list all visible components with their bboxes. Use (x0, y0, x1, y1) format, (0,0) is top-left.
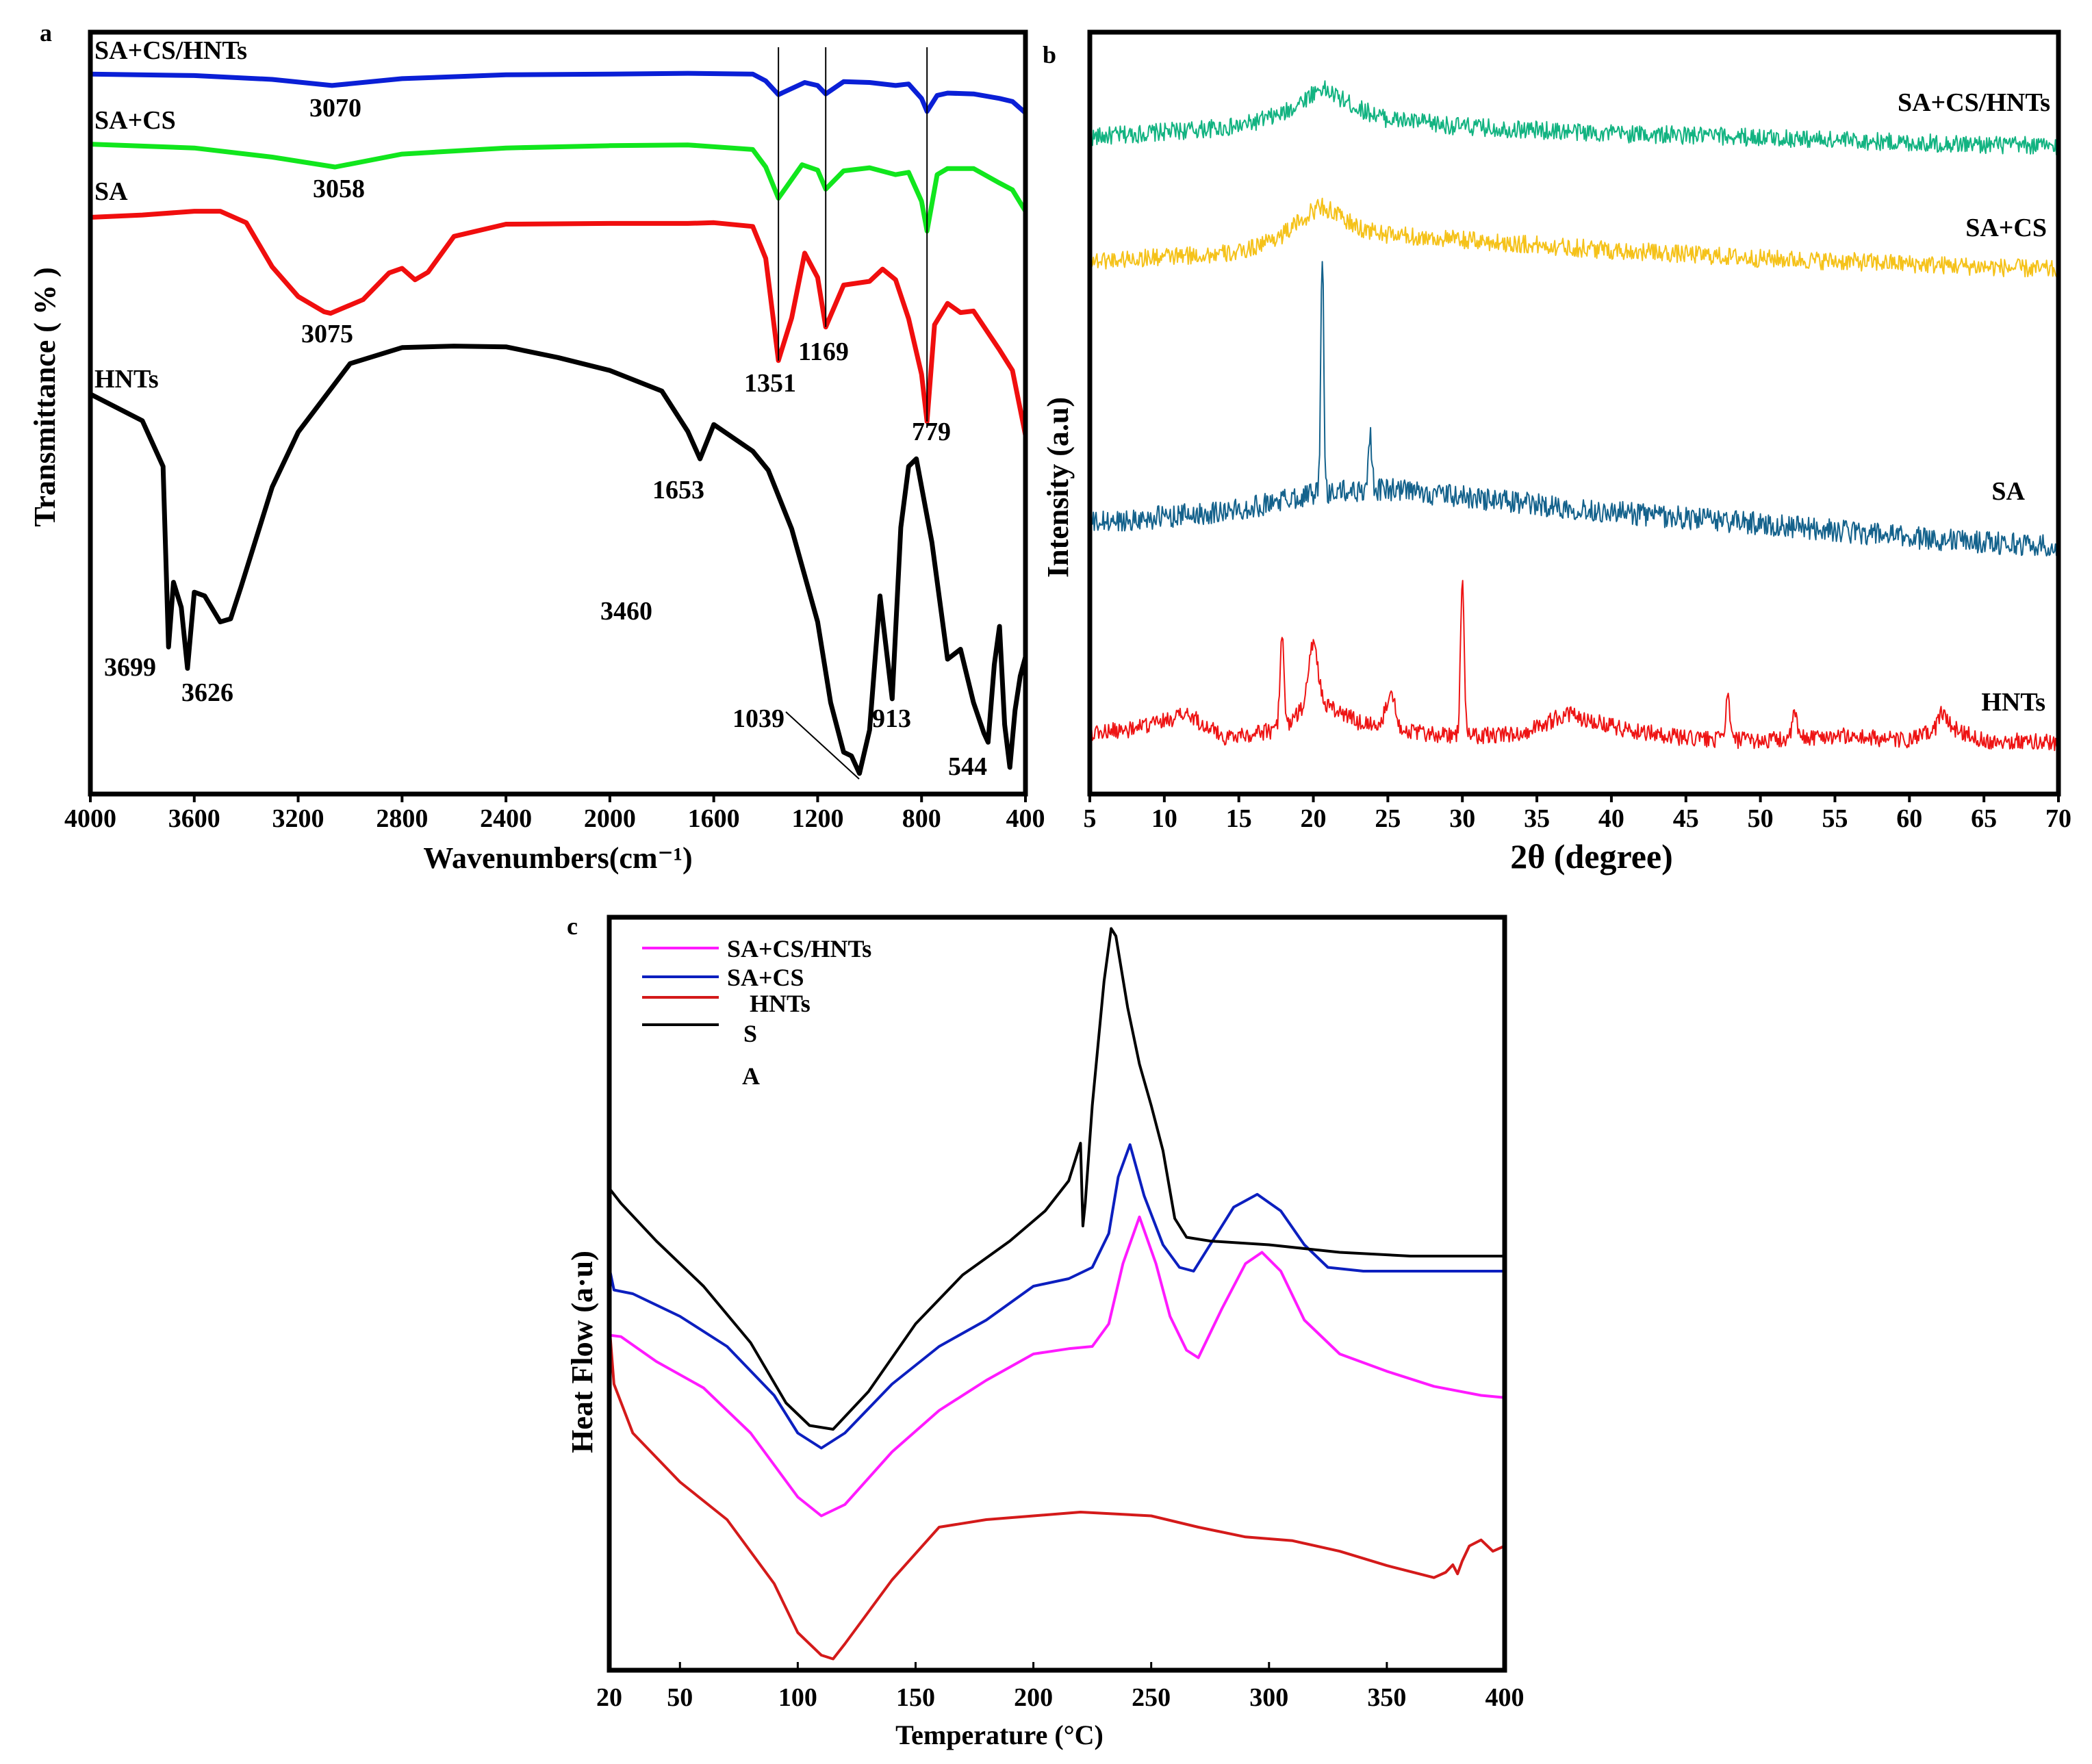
ftir-series-label-sa-cs: SA+CS (94, 106, 176, 135)
dsc-x-tick-label: 300 (1249, 1683, 1288, 1712)
xrd-x-axis-label: 2θ (degree) (1510, 837, 1673, 875)
dsc-line-sa-cs (608, 1143, 1505, 1450)
ftir-series-label-sa-cs-hnts: SA+CS/HNTs (94, 36, 247, 65)
ftir-peak-label-3070: 3070 (309, 94, 361, 123)
ftir-peak-label-1039: 1039 (732, 704, 784, 733)
dsc-x-tick-label: 20 (596, 1683, 622, 1712)
xrd-x-tick-label: 55 (1822, 804, 1848, 833)
dsc-x-tick-label: 100 (778, 1683, 817, 1712)
dsc-legend-label-a: A (742, 1062, 760, 1090)
dsc-x-tick-label: 200 (1014, 1683, 1053, 1712)
xrd-x-tick-label: 15 (1226, 804, 1252, 833)
xrd-x-tick-label: 10 (1151, 804, 1177, 833)
dsc-line-s (608, 927, 1505, 1431)
ftir-x-tick-label: 1600 (688, 804, 740, 833)
xrd-x-tick-label: 70 (2045, 804, 2071, 833)
xrd-series-label-sa-cs-hnts: SA+CS/HNTs (1898, 88, 2050, 117)
ftir-line-sa (90, 209, 1028, 436)
ftir-line-hnts (89, 344, 1028, 776)
xrd-line-sa-cs-hnts (1089, 80, 2059, 155)
xrd-line-sa (1089, 261, 2059, 557)
ftir-peak-label-3699: 3699 (104, 653, 156, 682)
xrd-line-sa-cs (1089, 197, 2059, 278)
xrd-x-tick-label: 5 (1084, 804, 1097, 833)
ftir-leader-line-1039 (785, 711, 860, 780)
ftir-x-axis-label: Wavenumbers(cm⁻¹) (423, 841, 692, 875)
ftir-peak-label-3460: 3460 (600, 597, 652, 626)
xrd-series-label-sa: SA (1991, 477, 2025, 506)
dsc-x-tick-label: 150 (896, 1683, 935, 1712)
dsc-x-tick-label: 400 (1485, 1683, 1525, 1712)
dsc-legend-label-hnts: HNTs (750, 990, 811, 1017)
ftir-x-tick-label: 2400 (480, 804, 532, 833)
panel-a-label: a (40, 19, 52, 47)
ftir-x-tick-label: 2000 (584, 804, 636, 833)
panel-b-label: b (1043, 41, 1056, 68)
xrd-x-ticks: 5 10 15 20 25 30 35 40 45 50 55 60 65 70 (1084, 794, 2071, 833)
ftir-line-sa-cs (90, 142, 1028, 233)
dsc-line-sa-cs-hnts (609, 1215, 1505, 1518)
xrd-x-tick-label: 25 (1375, 804, 1401, 833)
ftir-x-tick-label: 3200 (272, 804, 324, 833)
dsc-series-group (608, 927, 1505, 1661)
dsc-x-tick-label: 50 (667, 1683, 693, 1712)
ftir-x-tick-label: 3600 (168, 804, 220, 833)
ftir-series-label-hnts: HNTs (94, 365, 159, 394)
panel-a: a 4000 3600 3200 2800 2400 2000 1600 1200 800 400… (28, 19, 1045, 875)
ftir-peak-label-1169: 1169 (798, 337, 849, 366)
dsc-legend-label-s: S (743, 1020, 757, 1047)
dsc-x-tick-label: 350 (1367, 1683, 1406, 1712)
xrd-series-group (1089, 80, 2059, 752)
dsc-line-hnts (608, 1323, 1505, 1661)
ftir-peak-label-1351: 1351 (744, 369, 796, 398)
panel-b: b 5 10 15 20 25 30 35 40 45 50 55 60 65 70 2θ (degree… (1041, 29, 2071, 875)
ftir-x-tick-label: 4000 (64, 804, 116, 833)
ftir-peak-label-3058: 3058 (313, 175, 365, 203)
xrd-line-hnts (1089, 580, 2059, 752)
dsc-x-tick-label: 250 (1132, 1683, 1171, 1712)
xrd-x-tick-label: 30 (1449, 804, 1475, 833)
ftir-peak-label-913: 913 (872, 704, 911, 733)
xrd-series-label-hnts: HNTs (1981, 688, 2045, 717)
ftir-series-label-sa: SA (94, 177, 128, 206)
dsc-legend-label-sa-cs-hnts: SA+CS/HNTs (727, 935, 871, 962)
dsc-legend: SA+CS/HNTs SA+CS HNTs S A (642, 935, 871, 1090)
ftir-plot-frame (88, 29, 1028, 797)
ftir-peak-label-544: 544 (948, 752, 987, 781)
ftir-reference-lines (778, 47, 928, 422)
ftir-peak-label-3626: 3626 (181, 678, 233, 707)
xrd-x-tick-label: 40 (1598, 804, 1624, 833)
dsc-y-axis-label: Heat Flow (a·u) (565, 1251, 599, 1453)
panel-c: c 20 50 100 150 200 250 300 350 400 Temperature … (565, 912, 1525, 1750)
dsc-plot-frame (607, 915, 1507, 1673)
xrd-plot-frame (1087, 29, 2061, 797)
xrd-series-label-sa-cs: SA+CS (1965, 214, 2047, 242)
ftir-x-tick-label: 1200 (791, 804, 843, 833)
xrd-x-tick-label: 60 (1896, 804, 1922, 833)
ftir-x-tick-label: 800 (902, 804, 941, 833)
ftir-peak-label-3075: 3075 (301, 320, 353, 348)
dsc-legend-label-sa-cs: SA+CS (727, 964, 804, 991)
ftir-series-group (89, 71, 1028, 776)
ftir-y-axis-label: Transmittance ( % ) (28, 267, 62, 526)
xrd-x-tick-label: 50 (1748, 804, 1774, 833)
ftir-peak-label-1653: 1653 (652, 476, 704, 504)
dsc-x-axis-label: Temperature (°C) (895, 1720, 1104, 1750)
xrd-y-axis-label: Intensity (a.u) (1041, 397, 1075, 578)
ftir-line-sa-cs-hnts (90, 71, 1028, 115)
panel-c-label: c (567, 912, 578, 940)
ftir-x-ticks: 4000 3600 3200 2800 2400 2000 1600 1200 800 400 (64, 794, 1045, 833)
dsc-x-ticks: 20 50 100 150 200 250 300 350 400 (596, 1662, 1525, 1712)
xrd-x-tick-label: 65 (1971, 804, 1997, 833)
ftir-peak-label-779: 779 (912, 418, 951, 446)
xrd-x-tick-label: 35 (1524, 804, 1550, 833)
ftir-x-tick-label: 2800 (376, 804, 428, 833)
ftir-x-tick-label: 400 (1006, 804, 1045, 833)
xrd-x-tick-label: 45 (1673, 804, 1699, 833)
xrd-x-tick-label: 20 (1301, 804, 1327, 833)
